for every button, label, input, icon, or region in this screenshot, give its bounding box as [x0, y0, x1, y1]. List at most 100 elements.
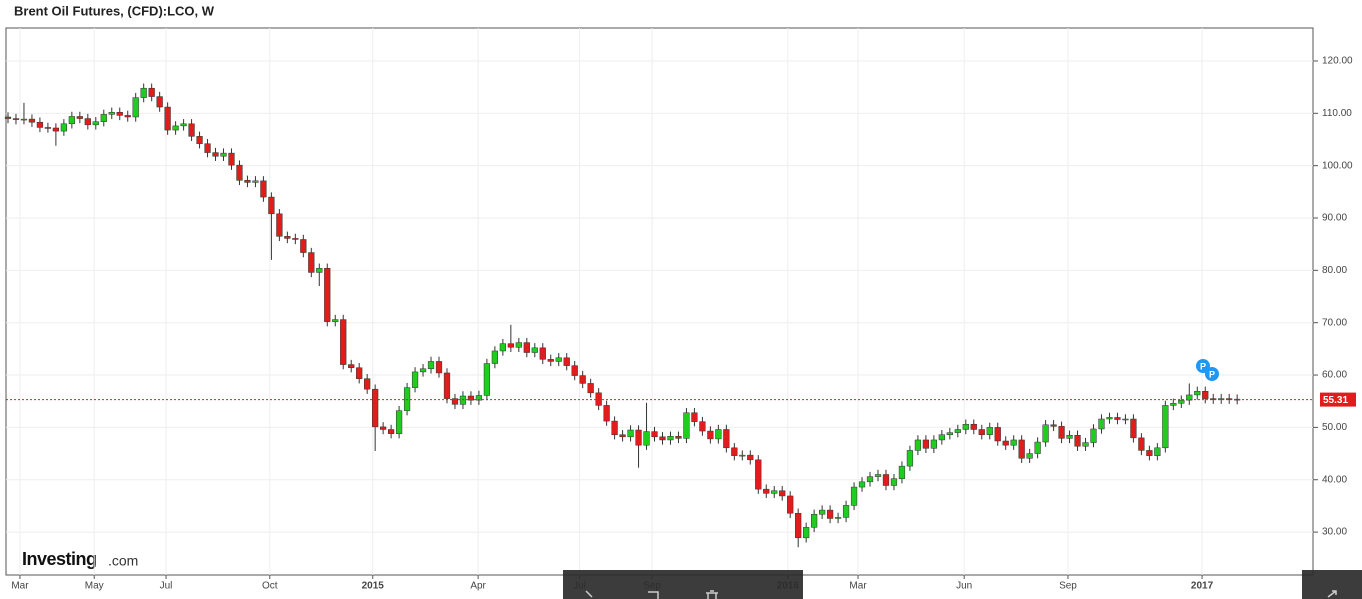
- candle-body: [1194, 391, 1201, 396]
- candle-body: [523, 342, 530, 353]
- candle-body: [156, 96, 163, 108]
- candle-body: [811, 514, 818, 528]
- candle-body: [779, 490, 786, 497]
- candle-body: [411, 371, 419, 388]
- y-tick-label: 100.00: [1322, 160, 1353, 171]
- candle-body: [1154, 447, 1161, 456]
- candle-body: [643, 431, 650, 446]
- candle-body: [954, 429, 961, 433]
- candle-body: [84, 118, 91, 126]
- candle-body: [946, 432, 953, 435]
- candle-body: [1026, 453, 1033, 459]
- candle-body: [579, 375, 586, 384]
- candle-body: [124, 115, 131, 118]
- candle-body: [699, 421, 706, 432]
- candle-body: [659, 436, 666, 441]
- candle-body: [188, 123, 195, 137]
- candle-body: [651, 431, 658, 438]
- candle-body: [4, 116, 12, 119]
- candle-body: [316, 268, 323, 273]
- candle-body: [172, 125, 179, 131]
- candle-body: [1066, 434, 1073, 439]
- candle-body: [164, 106, 171, 131]
- candle-body: [587, 383, 594, 394]
- candle-body: [707, 430, 714, 440]
- candle-body: [1186, 394, 1193, 401]
- candle-body: [1138, 437, 1145, 451]
- candle-body: [491, 350, 499, 364]
- candle-body: [268, 196, 275, 215]
- x-tick-label: May: [85, 581, 104, 592]
- candle-body: [962, 423, 969, 430]
- candle-body: [970, 423, 977, 430]
- candle-body: [20, 118, 28, 121]
- y-tick-label: 40.00: [1322, 474, 1347, 485]
- logo: Investing .com: [22, 549, 138, 569]
- candle-body: [787, 495, 794, 514]
- candle-body: [52, 127, 60, 132]
- candle-body: [978, 429, 985, 435]
- candle-body: [715, 429, 722, 440]
- candle-body: [731, 447, 738, 456]
- candle-body: [547, 359, 554, 362]
- y-tick-label: 60.00: [1322, 370, 1347, 381]
- candle-body: [244, 180, 251, 183]
- candle-body: [443, 372, 451, 399]
- candle-body: [276, 213, 283, 237]
- y-tick-label: 110.00: [1322, 108, 1352, 119]
- y-tick-label: 120.00: [1322, 56, 1353, 67]
- y-tick-label: 80.00: [1322, 265, 1347, 276]
- candle-body: [451, 398, 459, 405]
- candle-body: [340, 319, 347, 365]
- candle-body: [467, 395, 475, 401]
- candle-body: [483, 363, 491, 396]
- price-tag: [1320, 392, 1356, 407]
- candle-body: [300, 239, 307, 253]
- candle-body: [611, 420, 618, 435]
- candle-body: [619, 434, 626, 438]
- candle-body: [555, 357, 562, 362]
- candle-body: [475, 395, 483, 401]
- candle-body: [132, 97, 139, 118]
- candle-body: [44, 127, 52, 129]
- candle-body: [60, 123, 67, 132]
- candle-body: [635, 429, 642, 446]
- candle-body: [12, 118, 20, 120]
- price-tag-label: 55.31: [1323, 395, 1348, 406]
- candle-body: [68, 116, 75, 125]
- candle-body: [324, 268, 331, 322]
- candle-body: [499, 343, 506, 352]
- candle-body: [906, 450, 914, 467]
- candle-body: [100, 114, 107, 122]
- candle-body: [667, 436, 674, 441]
- candle-body: [435, 361, 443, 374]
- candle-body: [691, 412, 698, 422]
- candle-body: [1098, 418, 1105, 430]
- candle-body: [723, 429, 730, 449]
- candle-body: [1082, 442, 1089, 447]
- candle-body: [1050, 424, 1057, 427]
- x-tick-label: 2017: [1191, 581, 1214, 592]
- candle-body: [803, 527, 810, 539]
- x-tick-label: Jun: [956, 581, 972, 592]
- candle-body: [28, 118, 36, 123]
- chart-title: Brent Oil Futures, (CFD):LCO, W: [14, 3, 215, 18]
- candle-body: [1130, 418, 1137, 439]
- candle-body: [1010, 439, 1017, 446]
- candle-body: [938, 434, 945, 441]
- candle-body: [914, 439, 922, 451]
- x-tick-label: Mar: [849, 581, 867, 592]
- candle-body: [890, 478, 898, 486]
- annotation-marker: [1205, 367, 1219, 381]
- x-tick-label: Mar: [11, 581, 29, 592]
- candle-body: [284, 236, 291, 239]
- candle-body: [1074, 434, 1081, 447]
- candle-body: [292, 238, 299, 240]
- candle-body: [571, 365, 578, 376]
- logo-brand: Investing: [22, 549, 97, 569]
- candle-body: [858, 481, 866, 488]
- y-tick-label: 30.00: [1322, 527, 1347, 538]
- candle-body: [842, 505, 850, 518]
